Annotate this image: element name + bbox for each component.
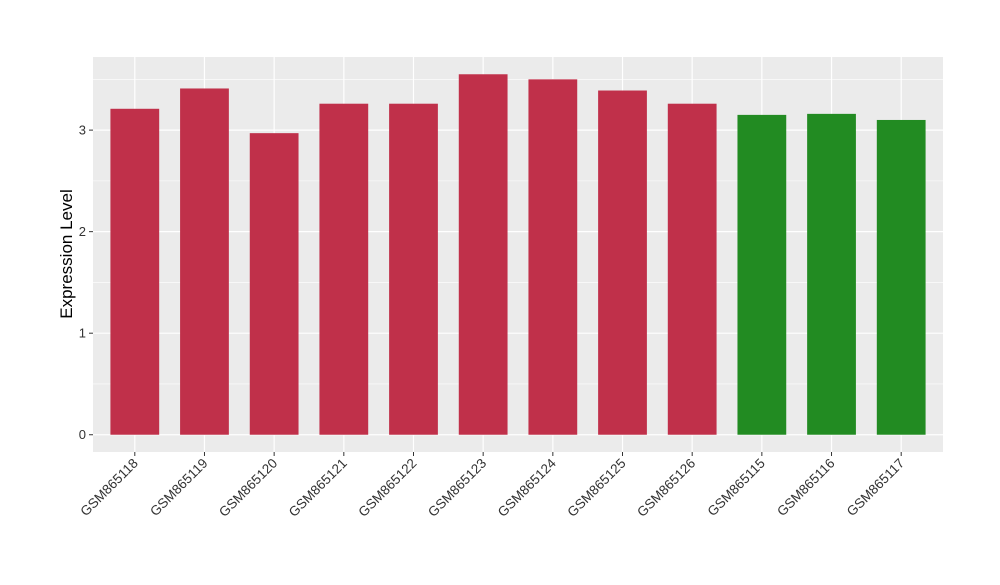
y-tick-label: 2 [79,224,86,239]
bar-GSM865123 [458,74,508,435]
bar-GSM865122 [389,103,438,435]
plot-panel [93,57,943,452]
bar-GSM865119 [180,88,229,435]
bar-GSM865121 [319,103,369,435]
x-tick-label: GSM865126 [634,456,698,520]
bar-GSM865117 [876,119,926,435]
x-tick-label: GSM865124 [495,455,560,520]
x-tick-label: GSM865118 [77,456,141,520]
bar-GSM865125 [598,90,647,435]
minor-gridlines [93,79,943,385]
bars-group [110,74,926,435]
x-tick-label: GSM865121 [286,456,350,520]
bar-GSM865115 [737,114,787,435]
bar-GSM865116 [807,113,856,435]
x-tick-label: GSM865119 [147,456,211,520]
x-tick-label: GSM865125 [564,456,628,520]
y-tick-label: 1 [79,326,86,341]
bar-GSM865126 [667,103,717,435]
x-tick-label: GSM865116 [774,456,838,520]
x-tick-label: GSM865123 [425,456,489,520]
bar-GSM865118 [110,108,160,435]
x-tick-label: GSM865120 [216,456,280,520]
y-tick-label: 0 [79,427,86,442]
x-tick-label: GSM865117 [844,456,908,520]
y-tick-label: 3 [79,123,86,138]
y-axis: 0 1 2 3 [79,123,93,442]
bar-GSM865120 [249,133,299,435]
y-axis-title: Expression Level [57,189,76,318]
x-axis: GSM865118 GSM865119 GSM865120 GSM865121 GSM8… [77,452,907,520]
bar-GSM865124 [528,79,578,435]
x-tick-label: GSM865122 [355,456,419,520]
x-tick-label: GSM865115 [704,456,768,520]
